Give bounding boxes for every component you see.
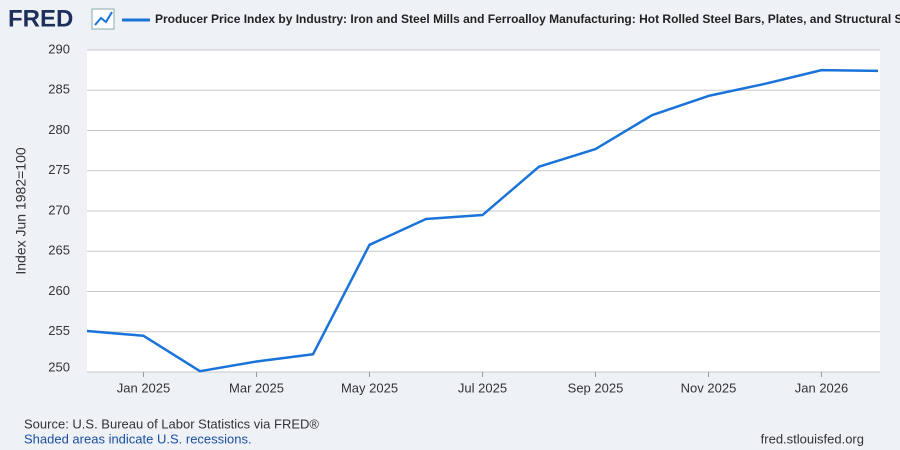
- x-tick-label: Jan 2026: [795, 380, 849, 395]
- legend: Producer Price Index by Industry: Iron a…: [122, 12, 900, 26]
- y-tick-label: 255: [48, 323, 70, 338]
- y-tick-label: 275: [48, 162, 70, 177]
- y-tick-label: 260: [48, 283, 70, 298]
- y-tick-label: 285: [48, 82, 70, 97]
- x-tick-label: Jul 2025: [458, 380, 507, 395]
- y-tick-label: 250: [48, 359, 70, 374]
- source: Source: U.S. Bureau of Labor Statistics …: [24, 416, 319, 431]
- y-tick-label: 265: [48, 243, 70, 258]
- x-tick-label: Nov 2025: [681, 380, 737, 395]
- x-tick-label: Jan 2025: [117, 380, 171, 395]
- x-tick-label: Mar 2025: [229, 380, 284, 395]
- y-axis-label: Index Jun 1982=100: [13, 147, 29, 274]
- note: Shaded areas indicate U.S. recessions.: [24, 431, 252, 446]
- logo-icon: [91, 8, 115, 30]
- url: fred.stlouisfed.org: [761, 431, 864, 446]
- y-tick-label: 270: [48, 202, 70, 217]
- legend-label: Producer Price Index by Industry: Iron a…: [155, 12, 900, 26]
- logo: FRED: [8, 5, 73, 32]
- line-series: [86, 68, 879, 373]
- y-tick-label: 290: [48, 41, 70, 56]
- y-tick-label: 280: [48, 122, 70, 137]
- x-tick-label: Sep 2025: [568, 380, 624, 395]
- x-tick-label: May 2025: [341, 380, 398, 395]
